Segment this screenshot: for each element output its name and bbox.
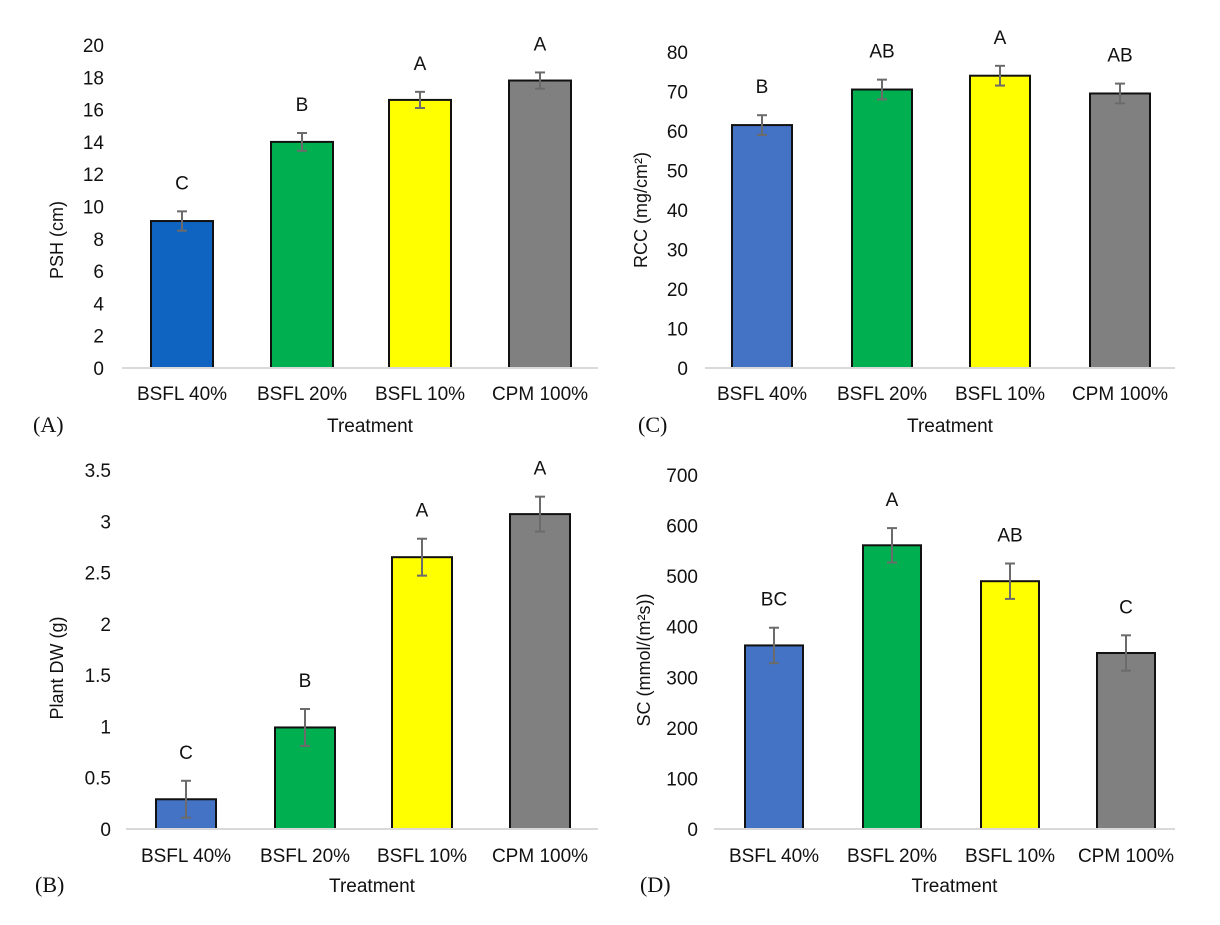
x-tick-label: BSFL 40% xyxy=(141,846,231,867)
bar-cpm-100 xyxy=(1089,92,1151,369)
significance-label: B xyxy=(296,95,309,116)
y-tick-label: 4 xyxy=(93,294,104,315)
x-tick-label: BSFL 40% xyxy=(137,384,227,405)
x-tick-label: BSFL 40% xyxy=(717,384,807,405)
x-axis-label: Treatment xyxy=(912,876,999,897)
x-tick-label: BSFL 10% xyxy=(955,384,1045,405)
y-tick-label: 600 xyxy=(666,517,698,538)
bar-bsfl-10 xyxy=(388,98,452,369)
significance-label: BC xyxy=(761,590,787,611)
y-tick-label: 30 xyxy=(667,241,688,262)
y-tick-label: 1 xyxy=(100,717,111,738)
y-tick-label: 12 xyxy=(83,165,104,186)
x-tick-label: BSFL 20% xyxy=(260,846,350,867)
y-axis-label: Plant DW (g) xyxy=(47,616,67,719)
panel-label: (D) xyxy=(640,872,671,897)
y-tick-label: 400 xyxy=(666,618,698,639)
significance-label: A xyxy=(534,34,547,55)
y-tick-label: 20 xyxy=(667,280,688,301)
y-axis-label: PSH (cm) xyxy=(47,201,67,279)
significance-label: A xyxy=(416,501,429,522)
bar-cpm-100 xyxy=(508,79,572,369)
y-tick-label: 500 xyxy=(666,567,698,588)
panel-label: (A) xyxy=(33,412,64,437)
significance-label: C xyxy=(1119,597,1133,618)
panel-label: (B) xyxy=(35,872,64,897)
y-tick-label: 0 xyxy=(100,820,111,841)
significance-label: AB xyxy=(997,526,1022,547)
bar-cpm-100 xyxy=(509,513,571,830)
x-tick-label: BSFL 10% xyxy=(377,846,467,867)
bar-bsfl-10 xyxy=(980,580,1040,831)
x-tick-label: CPM 100% xyxy=(1078,846,1174,867)
bar-bsfl-20 xyxy=(851,88,913,370)
x-tick-label: BSFL 10% xyxy=(965,846,1055,867)
y-tick-label: 40 xyxy=(667,201,688,222)
bar-bsfl-40 xyxy=(744,644,804,830)
significance-label: B xyxy=(299,671,312,692)
significance-label: C xyxy=(179,743,193,764)
y-tick-label: 300 xyxy=(666,668,698,689)
bar-bsfl-20 xyxy=(270,140,334,369)
x-axis-label: Treatment xyxy=(327,416,414,437)
y-tick-label: 80 xyxy=(667,43,688,64)
x-tick-label: BSFL 40% xyxy=(729,846,819,867)
x-axis-label: Treatment xyxy=(329,876,416,897)
y-tick-label: 14 xyxy=(83,133,105,154)
y-tick-label: 200 xyxy=(666,719,698,740)
chart-panel-d: 0 100 200 300 400 500 600 700 BC BSFL 40% A BSFL 20… xyxy=(634,466,1175,897)
x-tick-label: BSFL 20% xyxy=(847,846,937,867)
x-tick-label: BSFL 20% xyxy=(257,384,347,405)
y-tick-label: 3.5 xyxy=(85,461,111,482)
y-tick-label: 50 xyxy=(667,162,688,183)
significance-label: A xyxy=(994,28,1007,49)
y-tick-label: 3 xyxy=(100,512,111,533)
x-axis-label: Treatment xyxy=(907,416,994,437)
chart-panel-a: 0 2 4 6 8 10 12 14 16 18 20 C BSFL 40% B BSFL 20% A BSFL… xyxy=(33,34,598,437)
y-tick-label: 700 xyxy=(666,466,698,487)
bar-bsfl-20 xyxy=(862,544,922,831)
significance-label: A xyxy=(886,490,899,511)
x-tick-label: BSFL 20% xyxy=(837,384,927,405)
significance-label: C xyxy=(175,173,189,194)
significance-label: AB xyxy=(869,42,894,63)
significance-label: A xyxy=(534,459,547,480)
y-tick-label: 20 xyxy=(83,36,104,57)
y-tick-label: 0 xyxy=(93,359,104,380)
significance-label: A xyxy=(414,54,427,75)
bar-bsfl-40 xyxy=(731,124,793,369)
y-tick-label: 10 xyxy=(83,198,104,219)
x-tick-label: CPM 100% xyxy=(1072,384,1168,405)
chart-panel-b: 0 0.5 1 1.5 2 2.5 3 3.5 C BSFL 40% B BSFL 20% A BSFL … xyxy=(35,459,598,897)
bar-bsfl-10 xyxy=(391,556,453,831)
panel-label: (C) xyxy=(638,412,667,437)
y-tick-label: 18 xyxy=(83,68,104,89)
y-tick-label: 2 xyxy=(100,615,111,636)
y-tick-label: 8 xyxy=(93,230,104,251)
y-tick-label: 0 xyxy=(687,820,698,841)
bar-bsfl-10 xyxy=(969,74,1031,369)
y-tick-label: 0.5 xyxy=(85,769,111,790)
y-tick-label: 10 xyxy=(667,320,688,341)
y-tick-label: 60 xyxy=(667,122,688,143)
y-tick-label: 16 xyxy=(83,101,104,122)
significance-label: AB xyxy=(1107,46,1132,67)
x-tick-label: CPM 100% xyxy=(492,384,588,405)
y-tick-label: 70 xyxy=(667,83,688,104)
y-tick-label: 2 xyxy=(93,327,104,348)
y-axis-label: SC (mmol/(m²s)) xyxy=(634,594,654,727)
x-tick-label: CPM 100% xyxy=(492,846,588,867)
significance-label: B xyxy=(756,77,769,98)
y-tick-label: 6 xyxy=(93,262,104,283)
y-axis-label: RCC (mg/cm²) xyxy=(631,152,651,268)
y-tick-label: 2.5 xyxy=(85,564,111,585)
bar-bsfl-40 xyxy=(150,220,214,369)
bar-cpm-100 xyxy=(1096,652,1156,830)
y-tick-label: 0 xyxy=(677,359,688,380)
y-tick-label: 100 xyxy=(666,769,698,790)
chart-panel-c: 0 10 20 30 40 50 60 70 80 B BSFL 40% AB BSFL 20% A BSF… xyxy=(631,28,1175,437)
x-tick-label: BSFL 10% xyxy=(375,384,465,405)
y-tick-label: 1.5 xyxy=(85,666,111,687)
